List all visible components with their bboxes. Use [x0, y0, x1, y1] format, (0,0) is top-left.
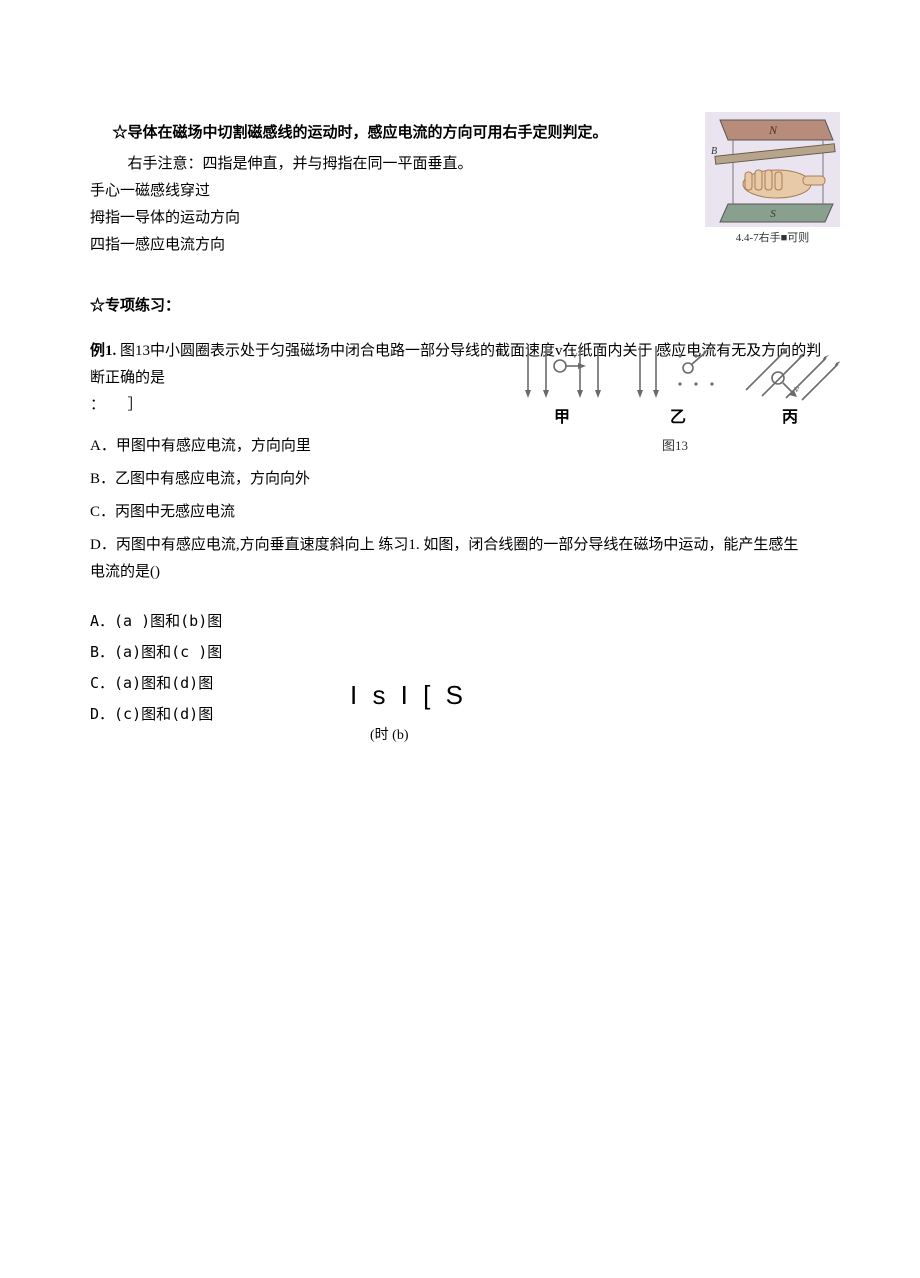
fig13-caption: 图13 — [510, 434, 840, 457]
fig13-bing: v — [746, 347, 840, 400]
p1-choice-a: A．(a )图和(b)图 — [90, 608, 830, 635]
fig13-label-bing: 丙 — [782, 408, 798, 426]
fig13-label-yi: 乙 — [670, 409, 686, 426]
fig13-label-jia: 甲 — [554, 408, 570, 426]
ex1-choices: A．甲图中有感应电流，方向向里 B．乙图中有感应电流，方向向外 C．丙图中无感应… — [90, 419, 490, 526]
ex1-choice-a: A．甲图中有感应电流，方向向里 — [90, 433, 490, 460]
fig13: v v — [510, 338, 840, 457]
mid-artifact-text: I s I [ S — [350, 672, 830, 719]
figure-caption-1: 4.4-7右手■可则 — [705, 229, 840, 249]
magnet-hand-svg: N B S — [705, 112, 840, 227]
right-hand-rule-figure: N B S 4.4-7右手■可则 — [705, 112, 840, 249]
fig13-jia: v — [525, 346, 601, 398]
svg-text:v: v — [794, 383, 800, 395]
svg-text:v: v — [708, 343, 714, 355]
ex1-choice-c: C．丙图中无感应电流 — [90, 499, 490, 526]
p1-choice-b: B．(a)图和(c )图 — [90, 639, 830, 666]
ex1-label: 例1. — [90, 343, 116, 359]
svg-text:v: v — [572, 349, 578, 361]
ex1-choice-b: B．乙图中有感应电流，方向向外 — [90, 466, 490, 493]
fig13-svg: v v — [510, 338, 840, 428]
intro-block: ☆导体在磁场中切割磁感线的运动时，感应电流的方向可用右手定则判定。 右手注意：四… — [90, 120, 830, 259]
mid-artifact-caption: (时 (b) — [370, 723, 830, 748]
fig13-yi: v — [637, 343, 714, 398]
magnet-top-label: N — [768, 123, 778, 137]
practice-heading: ☆专项练习： — [90, 293, 830, 320]
ex1-choice-d: D．丙图中有感应电流,方向垂直速度斜向上 练习1. 如图，闭合线圈的一部分导线在… — [90, 532, 810, 586]
magnet-bottom-label: S — [770, 208, 776, 220]
example-1: 例1. 图13中小圆圈表示处于匀强磁场中闭合电路一部分导线的截面速度v在纸面内关… — [90, 338, 830, 586]
magnet-left-label: B — [711, 146, 717, 157]
